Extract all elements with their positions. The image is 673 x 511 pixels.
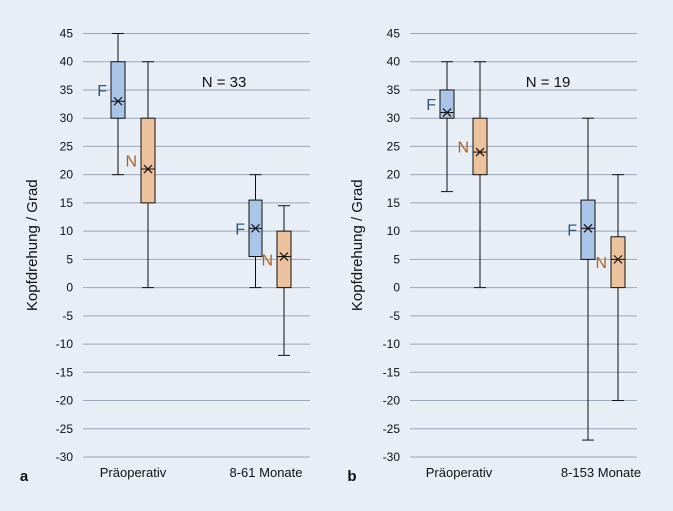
x-category-label: Präoperativ — [100, 465, 167, 480]
y-tick-label: 30 — [387, 111, 401, 125]
box-iqr — [610, 236, 626, 289]
series-label: F — [97, 83, 107, 100]
y-tick-label: 40 — [60, 55, 74, 69]
box-iqr — [472, 117, 488, 176]
series-label: N — [595, 255, 607, 272]
box-N-1: N — [261, 205, 292, 356]
y-tick-label: 15 — [60, 196, 74, 210]
series-label: N — [457, 139, 469, 156]
mean-marker — [143, 164, 153, 174]
y-tick-label: -15 — [56, 365, 74, 379]
box-iqr — [439, 89, 455, 119]
x-category-label: 8-153 Monate — [561, 465, 641, 480]
y-tick-label: 0 — [66, 281, 73, 295]
y-tick-label: 40 — [387, 55, 401, 69]
y-tick-label: -25 — [383, 422, 401, 436]
y-axis-label: Kopfdrehung / Grad — [24, 179, 41, 311]
y-tick-label: -5 — [62, 309, 73, 323]
y-tick-label: 5 — [66, 252, 73, 266]
y-tick-label: -30 — [383, 450, 401, 464]
y-tick-label: 5 — [393, 252, 400, 266]
series-label: N — [125, 154, 137, 171]
box-N-0: N — [457, 61, 488, 289]
box-iqr — [580, 199, 596, 260]
y-tick-label: -20 — [383, 394, 401, 408]
mean-marker — [613, 254, 623, 264]
mean-marker — [442, 108, 452, 117]
y-tick-label: 25 — [387, 139, 401, 153]
y-tick-label: 35 — [387, 83, 401, 97]
y-tick-label: 20 — [60, 168, 74, 182]
y-tick-label: 0 — [393, 281, 400, 295]
x-category-label: 8-61 Monate — [230, 465, 303, 480]
box-iqr — [276, 230, 292, 289]
y-tick-label: 15 — [387, 196, 401, 210]
y-tick-label: -25 — [56, 422, 74, 436]
box-N-1: N — [595, 174, 626, 402]
mean-marker — [583, 223, 593, 233]
x-category-label: Präoperativ — [426, 465, 493, 480]
y-tick-label: -20 — [56, 394, 74, 408]
box-N-0: N — [125, 61, 156, 289]
panel-label: b — [347, 468, 356, 485]
y-tick-label: 20 — [387, 168, 401, 182]
sample-size-annotation: N = 33 — [202, 74, 247, 91]
box-iqr — [140, 117, 156, 204]
y-tick-label: -15 — [383, 365, 401, 379]
box-F-0: F — [426, 61, 455, 193]
y-tick-label: 10 — [60, 224, 74, 238]
series-label: N — [261, 252, 273, 269]
box-F-1: F — [235, 174, 263, 289]
series-label: F — [567, 223, 577, 240]
y-tick-label: 10 — [387, 224, 401, 238]
box-F-1: F — [567, 117, 596, 441]
chart-panel-b: 45 40 35 30 25 20 15 10 5 0 -5 -10 -15 -20 -25 -30 Kopfd… — [347, 27, 641, 486]
y-tick-label: 30 — [60, 111, 74, 125]
y-tick-label: -5 — [389, 309, 400, 323]
mean-marker — [113, 96, 123, 106]
chart-panel-a: 45 40 35 30 25 20 15 10 5 0 -5 -10 -15 -20 -25 -30 Kopfd… — [20, 27, 310, 485]
y-tick-label: 45 — [60, 27, 74, 41]
y-tick-label: -10 — [383, 337, 401, 351]
y-axis-label: Kopfdrehung / Grad — [349, 179, 366, 311]
y-tick-label: 25 — [60, 139, 74, 153]
panel-label: a — [20, 468, 29, 485]
sample-size-annotation: N = 19 — [526, 74, 571, 91]
y-tick-label: -10 — [56, 337, 74, 351]
series-label: F — [235, 221, 245, 238]
series-label: F — [426, 97, 436, 114]
y-tick-label: -30 — [56, 450, 74, 464]
y-tick-label: 35 — [60, 83, 74, 97]
mean-marker — [475, 147, 485, 157]
mean-marker — [279, 252, 289, 261]
box-iqr — [110, 61, 126, 119]
y-tick-label: 45 — [387, 27, 401, 41]
box-F-0: F — [97, 33, 126, 176]
mean-marker — [251, 223, 260, 233]
